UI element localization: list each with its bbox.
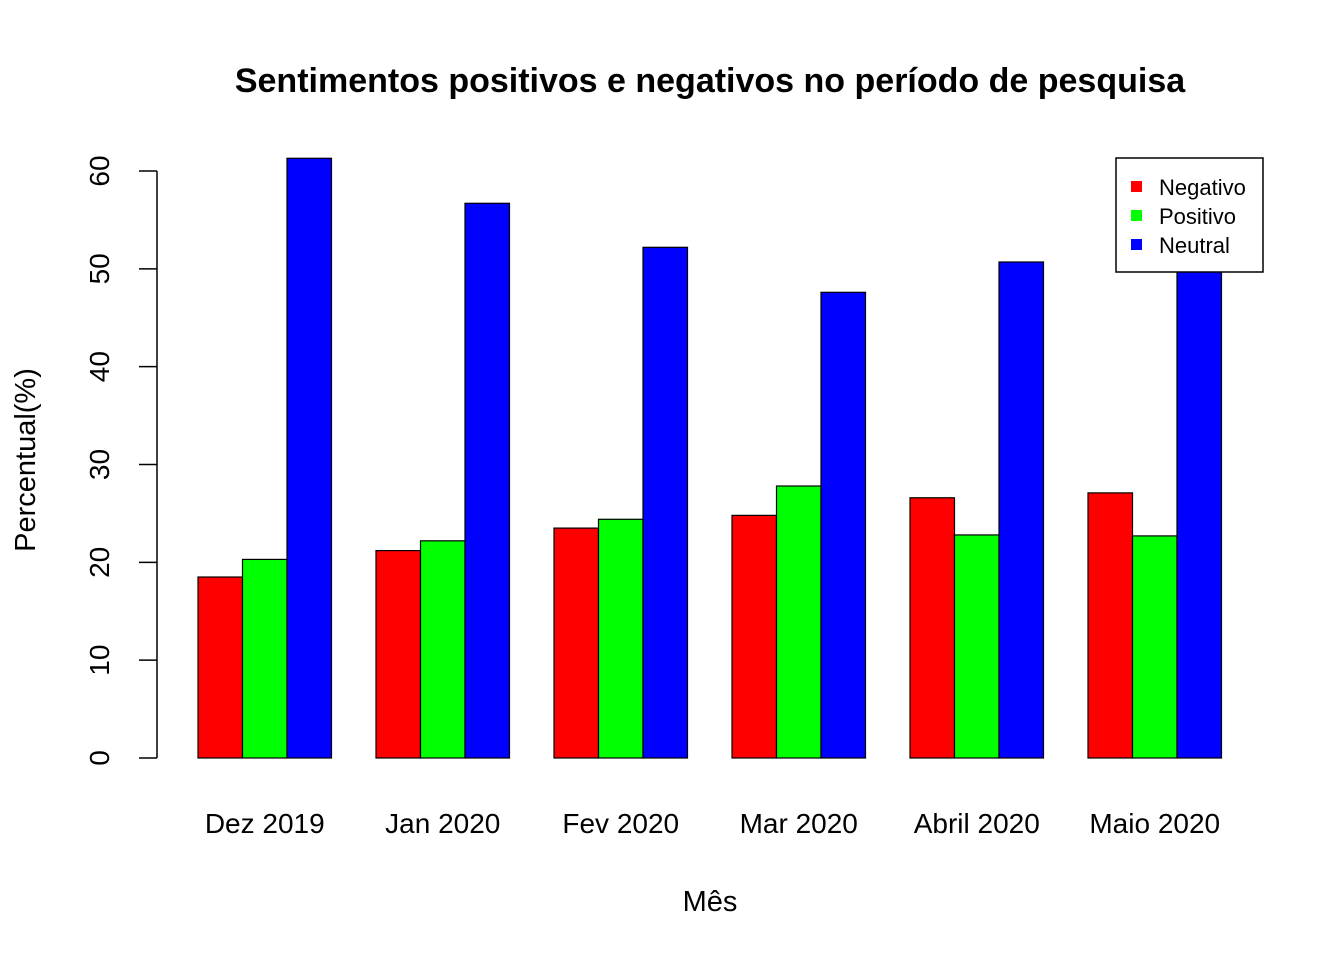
bar-neutral-3	[820, 291, 867, 759]
y-tick-label: 20	[84, 547, 115, 578]
bars-group	[197, 157, 1223, 759]
legend-swatch-negativo	[1131, 181, 1142, 192]
bar-neutral-5	[1176, 266, 1223, 759]
bar-positivo-4	[953, 534, 1000, 759]
x-tick-label: Dez 2019	[205, 808, 325, 839]
legend-swatch-positivo	[1131, 210, 1142, 221]
legend-label-positivo: Positivo	[1159, 204, 1236, 229]
x-tick-label: Maio 2020	[1089, 808, 1220, 839]
y-tick-label: 60	[84, 155, 115, 186]
x-tick-label: Fev 2020	[562, 808, 679, 839]
bar-negativo-2	[553, 527, 600, 759]
y-tick-label: 30	[84, 449, 115, 480]
y-tick-label: 50	[84, 253, 115, 284]
bar-positivo-2	[597, 518, 644, 759]
y-tick-label: 0	[84, 750, 115, 766]
bar-negativo-1	[375, 549, 422, 759]
bar-positivo-1	[419, 540, 466, 759]
bar-neutral-4	[998, 261, 1045, 759]
legend: Negativo Positivo Neutral	[1115, 157, 1264, 273]
y-axis-label: Percentual(%)	[10, 368, 42, 552]
bar-negativo-5	[1087, 492, 1134, 759]
bar-negativo-4	[909, 497, 956, 759]
bar-negativo-3	[731, 514, 778, 759]
x-tick-label: Abril 2020	[914, 808, 1040, 839]
y-axis: 0 10 20 30 40 50 60	[84, 155, 158, 766]
chart-title: Sentimentos positivos e negativos no per…	[235, 62, 1186, 100]
legend-label-negativo: Negativo	[1159, 175, 1246, 200]
bar-negativo-0	[197, 576, 244, 759]
x-tick-label: Jan 2020	[385, 808, 500, 839]
bar-positivo-0	[241, 558, 288, 759]
bar-neutral-1	[464, 202, 511, 759]
x-tick-label: Mar 2020	[740, 808, 858, 839]
bar-neutral-0	[286, 157, 333, 759]
legend-label-neutral: Neutral	[1159, 233, 1230, 258]
x-axis-label: Mês	[683, 886, 738, 918]
x-tick-labels: Dez 2019 Jan 2020 Fev 2020 Mar 2020 Abril 20…	[205, 808, 1220, 839]
bar-positivo-3	[775, 485, 822, 759]
y-tick-label: 10	[84, 645, 115, 676]
legend-swatch-neutral	[1131, 239, 1142, 250]
y-tick-label: 40	[84, 351, 115, 382]
bar-positivo-5	[1131, 535, 1178, 759]
bar-neutral-2	[642, 246, 689, 759]
